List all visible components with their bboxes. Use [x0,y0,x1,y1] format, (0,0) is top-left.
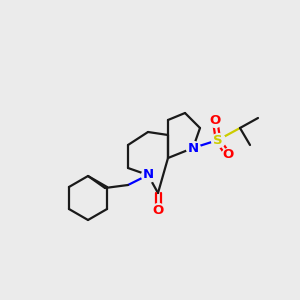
Text: O: O [222,148,234,161]
Text: O: O [209,113,220,127]
Text: O: O [152,203,164,217]
Text: N: N [142,169,154,182]
Text: S: S [213,134,223,146]
Text: N: N [188,142,199,154]
